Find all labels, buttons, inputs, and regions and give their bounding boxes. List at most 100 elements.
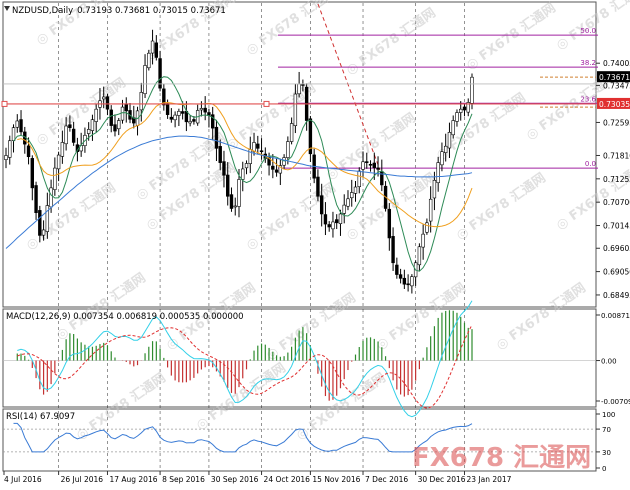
candle-body: [331, 221, 335, 230]
time-tick-label: 24 Oct 2016: [264, 475, 311, 484]
macd-label: MACD(12,26,9) 0.007354 0.006819 0.000535…: [6, 312, 244, 322]
candle-body: [459, 108, 463, 113]
candle-body: [165, 103, 170, 115]
candle-body: [214, 126, 219, 149]
candle-body: [30, 158, 35, 189]
candle-body: [402, 277, 407, 285]
candle-body: [4, 155, 8, 160]
rsi-tick-label: 100: [602, 411, 615, 419]
candle-body: [274, 169, 279, 173]
candle-body: [11, 127, 16, 142]
candle-body: [237, 179, 241, 207]
candle-body: [53, 167, 57, 190]
candle-body: [173, 114, 177, 121]
candle-body: [158, 58, 162, 89]
candle-body: [192, 119, 196, 122]
rsi-panel: [2, 408, 597, 472]
candle-body: [406, 283, 410, 286]
candle-body: [45, 205, 50, 232]
candle-body: [462, 106, 467, 111]
price-tick-label: 0.73475: [603, 81, 630, 90]
candle-body: [229, 194, 234, 209]
line-handle-left: [1, 100, 8, 107]
candle-body: [372, 162, 376, 168]
candle-body: [90, 119, 95, 131]
crosshair-price-tag: [597, 97, 630, 109]
candle-body: [327, 224, 331, 228]
candle-body: [271, 165, 275, 170]
candle-body: [64, 125, 68, 145]
candle-body: [466, 102, 470, 113]
candle-body: [41, 229, 46, 236]
candle-body: [350, 192, 354, 199]
candle-body: [395, 264, 399, 275]
candle-body: [154, 42, 159, 58]
time-axis: 4 Jul 2016 26 Jul 2016 17 Aug 2016 8 Sep 20…: [3, 471, 512, 484]
candle-body: [436, 162, 440, 184]
candle-body: [188, 121, 192, 124]
macd-signal-line: [17, 324, 473, 409]
rsi-indicator: [3, 422, 596, 453]
candle-body: [113, 124, 117, 132]
candle-body: [147, 52, 151, 69]
candle-body: [15, 120, 19, 128]
symbol-dropdown-icon[interactable]: [4, 6, 10, 11]
candle-body: [410, 276, 414, 287]
candle-body: [323, 214, 328, 225]
candle-body: [38, 210, 42, 236]
current-price-tag: [597, 71, 630, 83]
time-tick-label: 7 Dec 2016: [365, 475, 408, 484]
candle-body: [210, 114, 215, 129]
macd-tick-label: 0.008719: [601, 312, 630, 320]
candle-body: [335, 219, 339, 224]
candle-body: [432, 179, 437, 199]
fib-level-label: 0.0: [585, 160, 596, 168]
candle-body: [233, 205, 237, 208]
candle-body: [102, 96, 106, 100]
candle-body: [71, 128, 76, 143]
fib-level-label: 23.6: [580, 95, 596, 103]
candlesticks: [4, 29, 474, 294]
rsi-axis: 100 70 30 0: [596, 411, 615, 473]
candle-body: [252, 142, 256, 152]
time-tick-label: 8 Sep 2016: [162, 475, 205, 484]
candle-body: [286, 141, 290, 158]
candle-body: [319, 195, 324, 215]
ma-slow-line: [5, 135, 473, 249]
time-tick-label: 30 Sep 2016: [211, 475, 259, 484]
candle-body: [278, 165, 283, 174]
fx678-logo: FX678 汇通网: [412, 443, 591, 473]
candle-body: [387, 208, 392, 239]
price-tick-label: 0.72595: [603, 118, 630, 127]
candle-body: [342, 204, 346, 214]
candle-body: [199, 108, 204, 111]
candle-body: [428, 198, 433, 222]
candle-body: [289, 123, 294, 142]
ma-fast-line: [13, 76, 473, 272]
candle-body: [203, 107, 207, 113]
rsi-label: RSI(14) 67.9097: [6, 412, 75, 422]
candle-body: [222, 161, 226, 176]
price-tick-label: 0.70145: [603, 222, 630, 231]
candle-body: [447, 132, 452, 149]
candle-body: [162, 88, 166, 106]
time-tick-label: 23 Jan 2017: [466, 475, 511, 484]
candle-body: [353, 186, 358, 194]
candle-body: [365, 161, 369, 163]
time-tick-label: 30 Dec 2016: [418, 475, 466, 484]
candle-body: [105, 96, 110, 110]
candle-body: [470, 76, 474, 104]
candle-body: [117, 120, 121, 130]
time-tick-label: 26 Jul 2016: [61, 475, 104, 484]
time-tick-label: 17 Aug 2016: [109, 475, 157, 484]
candle-body: [56, 154, 61, 170]
candle-body: [94, 108, 98, 122]
candle-body: [259, 150, 264, 153]
candle-body: [139, 92, 143, 111]
rsi-tick-label: 30: [602, 449, 611, 457]
price-tick-label: 0.71255: [603, 175, 630, 184]
candle-body: [421, 233, 425, 248]
candle-body: [443, 145, 448, 154]
